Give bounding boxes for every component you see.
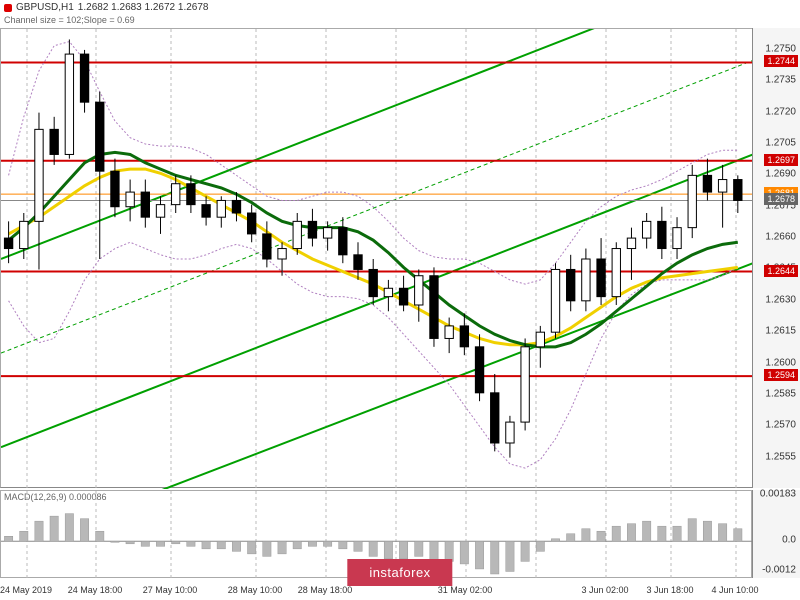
price-level-badge: 1.2697 [764,154,798,166]
price-tick-label: 1.2630 [765,294,796,305]
main-price-chart[interactable] [0,28,752,488]
time-tick-label: 27 May 10:00 [143,585,198,595]
price-tick-label: 1.2750 [765,43,796,54]
ohlc-values: 1.2682 1.2683 1.2672 1.2678 [78,2,209,13]
price-tick-label: 1.2555 [765,451,796,462]
macd-y-axis: 0.00183 0.0 -0.0012 [752,490,800,578]
price-tick-label: 1.2660 [765,232,796,243]
time-tick-label: 4 Jun 10:00 [711,585,758,595]
price-tick-label: 1.2720 [765,106,796,117]
price-y-axis: 1.2555 1.2570 1.2585 1.2600 1.2615 1.2630 1.26… [752,28,800,488]
time-tick-label: 24 May 2019 [0,585,52,595]
macd-tick-label: 0.00183 [760,489,796,500]
price-tick-label: 1.2600 [765,357,796,368]
chart-header: GBPUSD,H1 1.2682 1.2683 1.2672 1.2678 [4,2,208,13]
symbol-label: GBPUSD,H1 [16,2,74,13]
macd-tick-label: 0.0 [782,535,796,546]
price-tick-label: 1.2705 [765,138,796,149]
price-tick-label: 1.2570 [765,420,796,431]
time-tick-label: 24 May 18:00 [68,585,123,595]
watermark-badge: instaforex [347,559,452,586]
channel-info: Channel size = 102;Slope = 0.69 [4,15,135,25]
price-level-badge: 1.2744 [764,55,798,67]
time-tick-label: 28 May 18:00 [298,585,353,595]
time-tick-label: 3 Jun 02:00 [581,585,628,595]
price-tick-label: 1.2585 [765,388,796,399]
price-tick-label: 1.2690 [765,169,796,180]
time-tick-label: 31 May 02:00 [438,585,493,595]
price-tick-label: 1.2615 [765,326,796,337]
time-tick-label: 3 Jun 18:00 [646,585,693,595]
price-level-badge: 1.2644 [764,265,798,277]
macd-tick-label: -0.0012 [762,565,796,576]
chart-container: GBPUSD,H1 1.2682 1.2683 1.2672 1.2678 Ch… [0,0,800,600]
price-level-badge: 1.2678 [764,193,798,205]
symbol-indicator-dot [4,4,12,12]
price-level-badge: 1.2594 [764,369,798,381]
time-tick-label: 28 May 10:00 [228,585,283,595]
price-tick-label: 1.2735 [765,75,796,86]
